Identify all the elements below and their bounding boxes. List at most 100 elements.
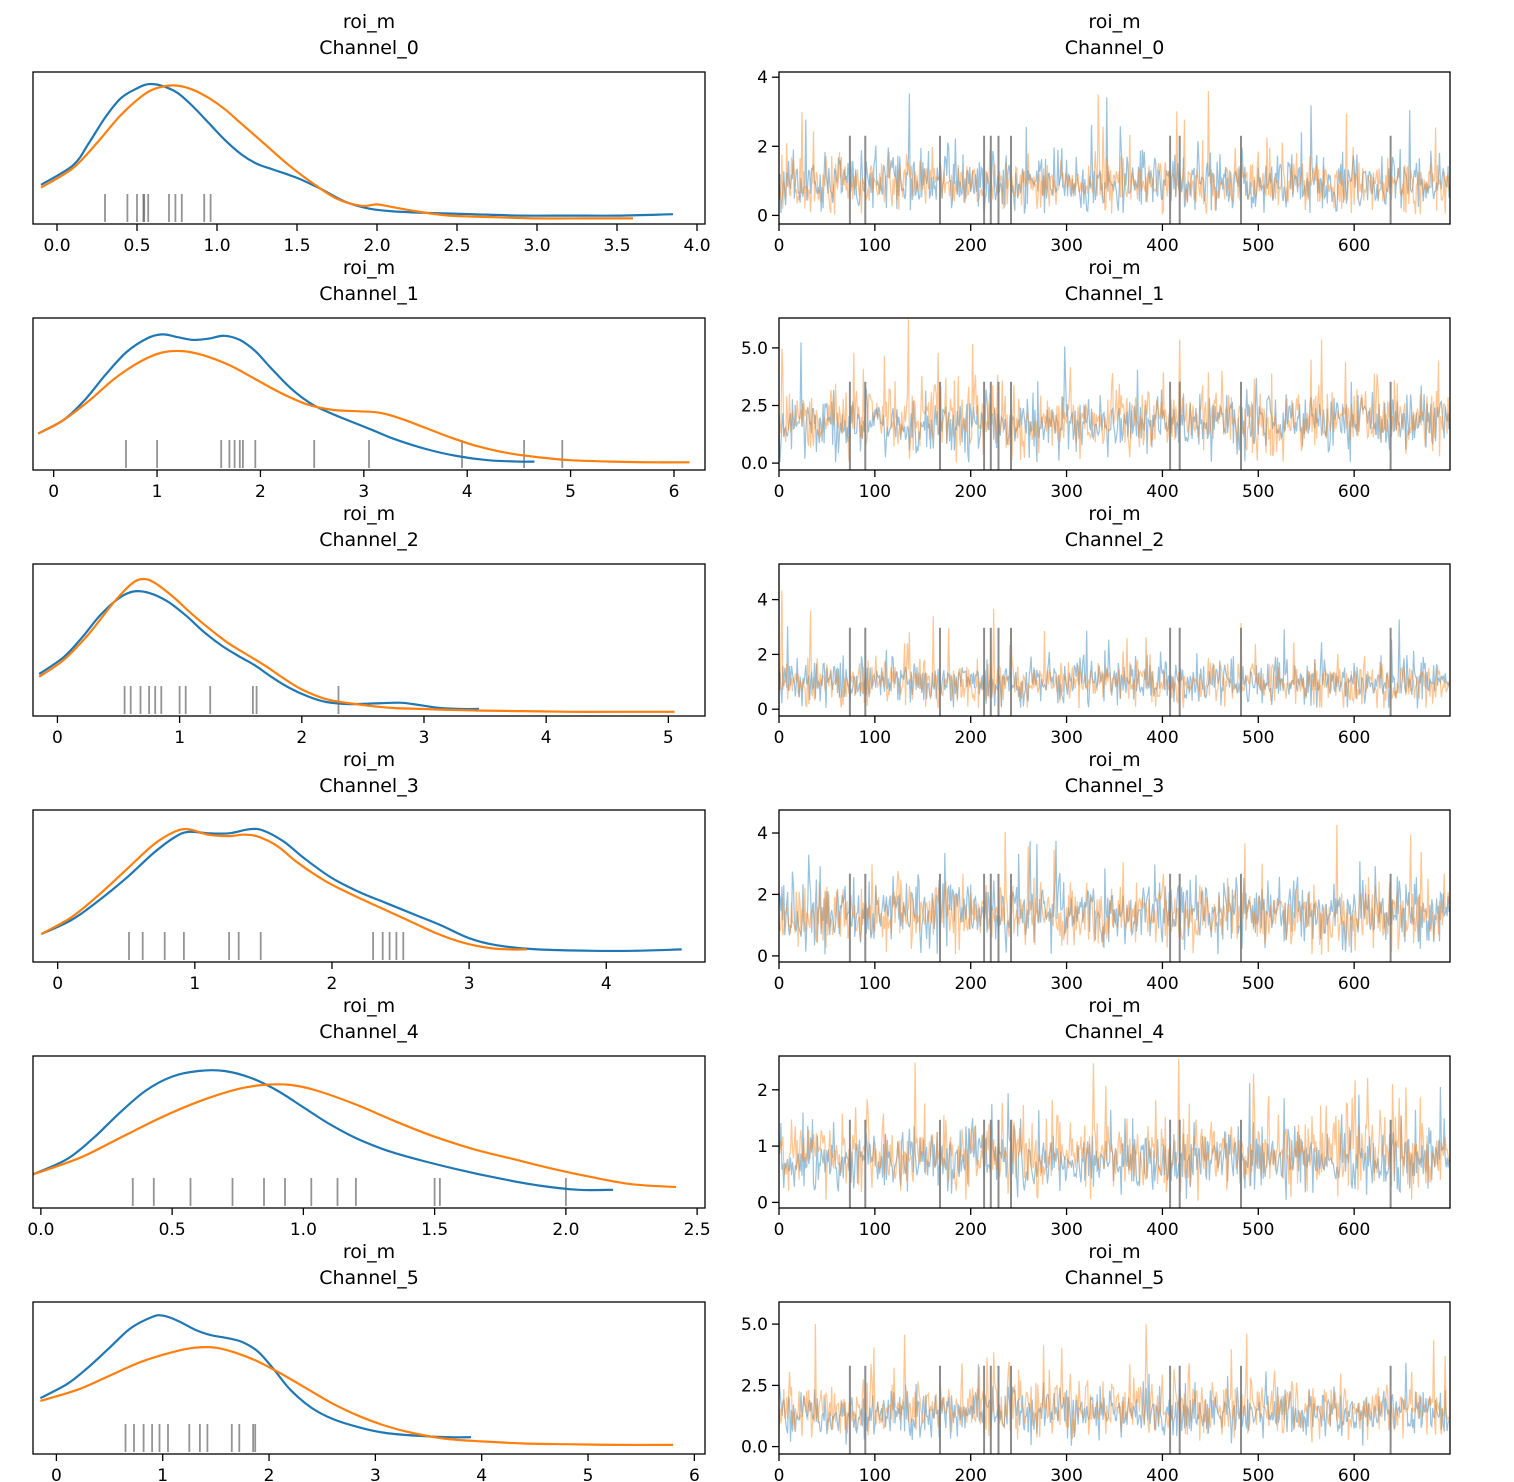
- x-axis: 0 1 2 3 4 5: [52, 716, 674, 748]
- y-tick-label: 4: [757, 824, 768, 844]
- chart-suptitle: roi_m: [343, 1241, 395, 1263]
- kde-curves: [37, 333, 690, 464]
- chart-title: Channel_3: [319, 775, 419, 797]
- x-tick-label: 600: [1338, 1220, 1370, 1240]
- x-tick-label: 1: [174, 728, 185, 748]
- x-tick-label: 300: [1050, 1466, 1082, 1482]
- x-tick-label: 200: [954, 1466, 986, 1482]
- x-axis: 0 100 200 300 400 500 600: [774, 1208, 1370, 1240]
- x-axis: 0 1 2 3 4: [52, 962, 612, 994]
- x-tick-label: 6: [669, 482, 680, 502]
- x-tick-label: 0.5: [123, 236, 150, 256]
- chart-title: Channel_5: [319, 1267, 419, 1289]
- x-axis: 0 100 200 300 400 500 600: [774, 962, 1370, 994]
- y-tick-label: 4: [757, 68, 768, 88]
- x-tick-label: 1: [157, 1466, 168, 1482]
- plot-area: [32, 563, 706, 717]
- timeseries-blue: [779, 93, 1450, 214]
- x-tick-label: 200: [954, 482, 986, 502]
- kde-curve-orange: [40, 1346, 674, 1447]
- rug-marks: [124, 1424, 257, 1452]
- timeseries-orange: [779, 590, 1450, 709]
- x-tick-label: 300: [1050, 974, 1082, 994]
- kde-curve-orange: [40, 84, 633, 220]
- x-tick-label: 3.5: [603, 236, 630, 256]
- x-tick-label: 2: [327, 974, 338, 994]
- x-tick-label: 100: [859, 1220, 891, 1240]
- timeseries-blue: [779, 1362, 1450, 1446]
- y-tick-label: 2: [757, 1081, 768, 1101]
- rug-marks: [131, 1178, 567, 1206]
- x-tick-label: 1.5: [421, 1220, 448, 1240]
- kde-curve-blue: [40, 827, 682, 953]
- chart-suptitle: roi_m: [1088, 1241, 1140, 1263]
- x-tick-label: 100: [859, 482, 891, 502]
- chart-title: Channel_5: [1065, 1267, 1165, 1289]
- plot-area: [778, 1055, 1451, 1209]
- y-tick-label: 0: [757, 206, 768, 226]
- y-tick-label: 4: [757, 591, 768, 611]
- timeseries-traces: [779, 590, 1450, 709]
- x-tick-label: 6: [689, 1466, 700, 1482]
- x-tick-label: 200: [954, 728, 986, 748]
- x-tick-label: 0: [774, 482, 785, 502]
- x-tick-label: 5: [565, 482, 576, 502]
- kde-curve-blue: [33, 1069, 614, 1192]
- plot-area: [778, 1301, 1451, 1455]
- x-tick-label: 4: [541, 728, 552, 748]
- x-tick-label: 600: [1338, 482, 1370, 502]
- rug-marks: [104, 194, 212, 222]
- chart-suptitle: roi_m: [343, 257, 395, 279]
- x-tick-label: 0: [52, 974, 63, 994]
- x-axis: 0 100 200 300 400 500 600: [774, 470, 1370, 502]
- x-tick-label: 5: [583, 1466, 594, 1482]
- x-axis: 0 100 200 300 400 500 600: [774, 1454, 1370, 1482]
- kde-curve-blue: [40, 82, 674, 217]
- x-tick-label: 300: [1050, 1220, 1082, 1240]
- timeseries-chart-channel-1: roi_m Channel_1 0 100 200 300 400 500 600 0.0 2.5 5…: [741, 257, 1451, 502]
- plot-area: [32, 809, 706, 963]
- chart-title: Channel_0: [319, 37, 419, 59]
- x-tick-label: 300: [1050, 728, 1082, 748]
- x-tick-label: 0: [52, 728, 63, 748]
- y-axis: 0 1 2: [757, 1081, 779, 1213]
- x-tick-label: 0: [774, 1466, 785, 1482]
- x-tick-label: 0: [774, 728, 785, 748]
- x-tick-label: 2: [296, 728, 307, 748]
- y-tick-label: 5.0: [741, 1315, 768, 1335]
- timeseries-orange: [779, 824, 1450, 955]
- kde-chart-channel-4: roi_m Channel_4 0.0 0.5 1.0 1.5 2.0 2.5: [27, 995, 710, 1240]
- timeseries-chart-channel-5: roi_m Channel_5 0 100 200 300 400 500 600 0.0 2.5 5…: [741, 1241, 1451, 1482]
- chart-suptitle: roi_m: [1088, 11, 1140, 33]
- y-tick-label: 0: [757, 700, 768, 720]
- timeseries-chart-channel-2: roi_m Channel_2 0 100 200 300 400 500 600 0 2 4: [757, 503, 1451, 748]
- x-tick-label: 4: [462, 482, 473, 502]
- chart-suptitle: roi_m: [1088, 257, 1140, 279]
- kde-chart-channel-3: roi_m Channel_3 0 1 2 3 4: [32, 749, 706, 994]
- x-tick-label: 300: [1050, 236, 1082, 256]
- x-tick-label: 600: [1338, 236, 1370, 256]
- x-tick-label: 600: [1338, 728, 1370, 748]
- event-lines: [848, 135, 1392, 224]
- x-tick-label: 1.0: [203, 236, 230, 256]
- y-tick-label: 0.0: [741, 1438, 768, 1458]
- kde-chart-channel-0: roi_m Channel_0 0.0 0.5 1.0 1.5 2.0 2.5 3.0 3.5 4.…: [32, 11, 711, 256]
- x-tick-label: 300: [1050, 482, 1082, 502]
- x-tick-label: 0: [774, 1220, 785, 1240]
- x-tick-label: 200: [954, 1220, 986, 1240]
- timeseries-blue: [779, 1083, 1450, 1201]
- y-tick-label: 0: [757, 1193, 768, 1213]
- x-tick-label: 400: [1146, 1220, 1178, 1240]
- x-tick-label: 0: [774, 236, 785, 256]
- x-tick-label: 500: [1242, 974, 1274, 994]
- timeseries-chart-channel-4: roi_m Channel_4 0 100 200 300 400 500 600 0 1 2: [757, 995, 1451, 1240]
- x-tick-label: 2.0: [552, 1220, 579, 1240]
- chart-title: Channel_4: [1065, 1021, 1165, 1043]
- plot-area: [32, 317, 706, 471]
- timeseries-chart-channel-3: roi_m Channel_3 0 100 200 300 400 500 600 0 2 4: [757, 749, 1451, 994]
- x-tick-label: 200: [954, 236, 986, 256]
- x-tick-label: 0.0: [27, 1220, 54, 1240]
- x-axis: 0 100 200 300 400 500 600: [774, 224, 1370, 256]
- timeseries-blue: [779, 619, 1450, 709]
- rug-marks: [125, 440, 564, 468]
